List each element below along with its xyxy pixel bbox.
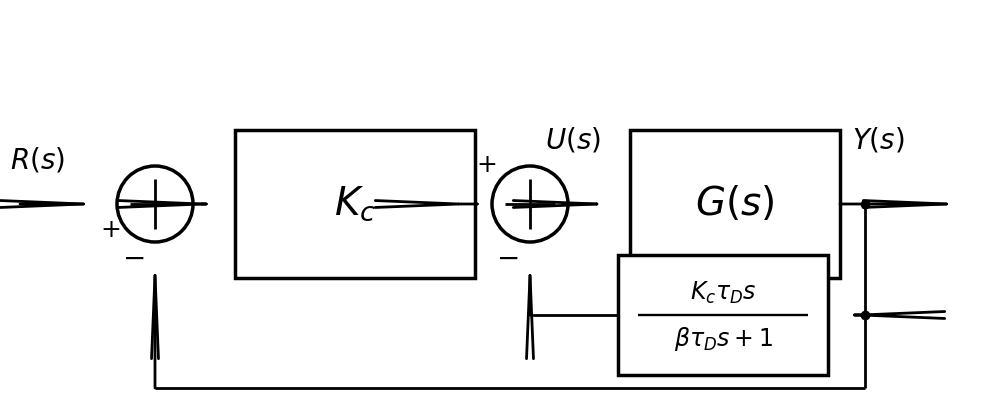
Bar	[235, 130, 475, 278]
Text: $-$: $-$	[496, 244, 518, 272]
Text: $\beta\tau_D s+1$: $\beta\tau_D s+1$	[673, 325, 773, 353]
Text: $K_c\tau_D s$: $K_c\tau_D s$	[689, 280, 756, 306]
Text: $+$: $+$	[100, 218, 121, 242]
Text: $R(s)$: $R(s)$	[10, 146, 65, 175]
Text: $K_c$: $K_c$	[334, 185, 376, 223]
Bar	[630, 130, 840, 278]
Text: $U(s)$: $U(s)$	[545, 126, 601, 155]
Text: $G(s)$: $G(s)$	[695, 184, 775, 224]
Text: $+$: $+$	[476, 153, 496, 177]
Bar	[618, 255, 828, 375]
Text: $Y(s)$: $Y(s)$	[852, 126, 904, 155]
Text: $-$: $-$	[122, 244, 144, 272]
